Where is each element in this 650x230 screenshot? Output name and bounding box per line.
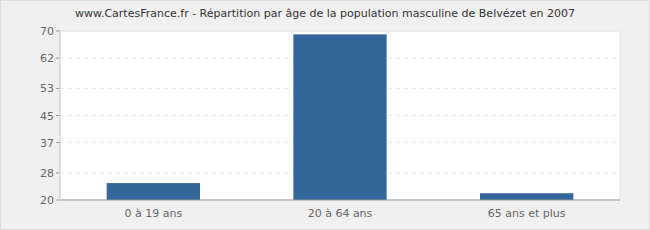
y-tick — [56, 115, 60, 116]
x-axis — [60, 200, 620, 201]
y-tick — [56, 88, 60, 89]
y-axis — [60, 31, 61, 200]
x-tick-label: 65 ans et plus — [488, 207, 566, 220]
y-tick — [56, 58, 60, 59]
y-tick-label: 37 — [40, 137, 54, 150]
bar — [480, 193, 573, 200]
y-tick-label: 53 — [40, 82, 54, 95]
bars — [107, 34, 574, 200]
title: www.CartesFrance.fr - Répartition par âg… — [75, 7, 575, 20]
y-tick-label: 45 — [40, 110, 54, 123]
plot-area — [60, 31, 620, 200]
chart-container: www.CartesFrance.fr - Répartition par âg… — [0, 0, 650, 230]
bar — [107, 183, 200, 200]
y-tick-label: 28 — [40, 167, 54, 180]
grid-line — [60, 31, 620, 32]
y-tick — [56, 31, 60, 32]
y-tick — [56, 200, 60, 201]
x-tick-label: 0 à 19 ans — [124, 207, 182, 220]
y-tick — [56, 172, 60, 173]
chart-svg: www.CartesFrance.fr - Répartition par âg… — [0, 0, 650, 230]
y-tick-label: 70 — [40, 25, 54, 38]
background — [1, 1, 650, 230]
bar — [293, 34, 386, 200]
y-tick-label: 20 — [40, 194, 54, 207]
x-tick-label: 20 à 64 ans — [308, 207, 373, 220]
y-tick-label: 62 — [40, 52, 54, 65]
y-tick — [56, 142, 60, 143]
grid-line — [60, 200, 620, 201]
